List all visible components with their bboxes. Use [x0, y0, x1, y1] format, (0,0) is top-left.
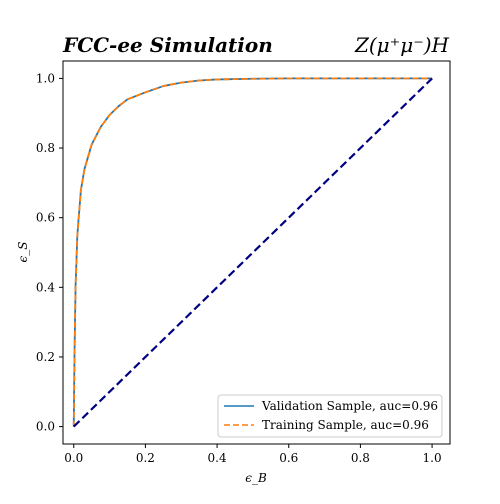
legend: Validation Sample, auc=0.96 Training Sam…	[217, 394, 443, 438]
y-tick-label: 0.0	[36, 420, 55, 434]
x-tick-label: 0.2	[136, 451, 155, 465]
x-tick-label: 0.4	[208, 451, 227, 465]
y-axis-label: ϵ_S	[16, 242, 30, 263]
x-tick-label: 0.8	[351, 451, 370, 465]
series-line-training	[72, 77, 433, 427]
x-axis-label: ϵ_B	[245, 471, 267, 485]
y-tick-label: 0.4	[36, 280, 55, 294]
axis-ticks: 0.0 0.2 0.4 0.6 0.8 1.0 0.0 0.2 0.4 0.6 0.8 1.0	[36, 71, 442, 465]
y-tick-label: 1.0	[36, 71, 55, 85]
x-tick-label: 1.0	[423, 451, 442, 465]
y-tick-label: 0.6	[36, 211, 55, 225]
legend-label-validation: Validation Sample, auc=0.96	[261, 399, 438, 413]
y-tick-label: 0.2	[36, 350, 55, 364]
chart-title-left: FCC-ee Simulation	[62, 33, 273, 57]
chart-title-right: Z(μ⁺μ⁻)H	[354, 33, 450, 57]
x-tick-label: 0.6	[279, 451, 298, 465]
legend-label-training: Training Sample, auc=0.96	[262, 418, 429, 432]
plot-frame	[62, 60, 451, 445]
legend-box	[217, 394, 443, 438]
x-tick-label: 0.0	[64, 451, 83, 465]
y-tick-label: 0.8	[36, 141, 55, 155]
plot-area	[72, 77, 433, 428]
